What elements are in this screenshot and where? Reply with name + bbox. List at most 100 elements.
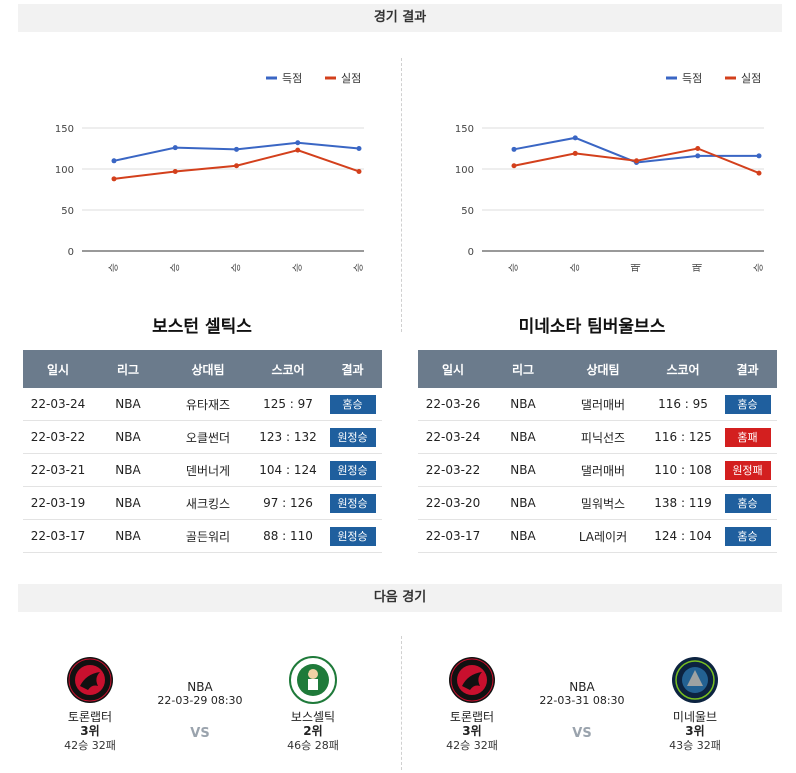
result-badge: 원정패 <box>724 460 771 480</box>
result-cell: 원정승 <box>323 486 382 520</box>
data-point[interactable] <box>695 146 701 151</box>
opponent-cell[interactable]: 오클썬더 <box>163 420 253 454</box>
league-cell: NBA <box>93 388 163 421</box>
y-tick-label: 50 <box>61 206 74 217</box>
data-point[interactable] <box>295 147 301 153</box>
x-tick-label: 승 <box>508 263 520 272</box>
next-games-divider <box>401 636 402 770</box>
result-badge: 홈승 <box>724 394 771 414</box>
data-point[interactable] <box>172 145 178 151</box>
y-tick-label: 100 <box>55 165 74 176</box>
legend-label: 득점 <box>282 72 302 85</box>
x-tick-label: 승 <box>292 263 304 272</box>
celtics-logo-icon <box>289 656 337 704</box>
column-header: 결과 <box>718 350 777 388</box>
score-cell: 124 : 104 <box>648 519 718 553</box>
result-cell: 원정승 <box>323 519 382 553</box>
next-games-section-header: 다음 경기 <box>18 584 782 612</box>
opponent-cell[interactable]: 댈러매버 <box>558 453 648 487</box>
game-league: NBA <box>569 680 595 694</box>
score-cell: 138 : 119 <box>648 486 718 520</box>
league-cell: NBA <box>93 453 163 487</box>
data-point[interactable] <box>572 150 578 156</box>
score-cell: 97 : 126 <box>253 486 323 520</box>
legend-label: 실점 <box>341 72 361 85</box>
result-cell: 홈패 <box>718 420 777 454</box>
date-cell: 22-03-26 <box>418 388 488 421</box>
home-team[interactable]: 토론랩터 3위 42승 32패 <box>45 656 135 753</box>
opponent-cell[interactable]: 새크킹스 <box>163 486 253 520</box>
data-point[interactable] <box>511 146 517 152</box>
result-cell: 홈승 <box>718 388 777 421</box>
data-point[interactable] <box>356 146 362 151</box>
data-point[interactable] <box>572 135 578 141</box>
opponent-cell[interactable]: 댈러매버 <box>558 388 648 421</box>
game-datetime: 22-03-31 08:30 <box>539 694 625 707</box>
result-cell: 원정패 <box>718 453 777 487</box>
result-badge: 원정승 <box>329 526 376 546</box>
vs-label: VS <box>572 726 592 741</box>
data-point[interactable] <box>295 140 301 146</box>
data-point[interactable] <box>234 146 239 152</box>
column-header: 리그 <box>93 350 163 388</box>
date-cell: 22-03-24 <box>418 420 488 454</box>
result-cell: 원정승 <box>323 420 382 454</box>
y-tick-label: 150 <box>455 124 474 135</box>
column-header: 리그 <box>488 350 558 388</box>
table-row: 22-03-17 NBA LA레이커 124 : 104 홈승 <box>418 519 777 553</box>
date-cell: 22-03-19 <box>23 486 93 520</box>
column-header: 일시 <box>23 350 93 388</box>
x-tick-label: 승 <box>169 263 181 272</box>
opponent-cell[interactable]: 피닉선즈 <box>558 420 648 454</box>
data-point[interactable] <box>111 158 117 164</box>
league-cell: NBA <box>93 486 163 520</box>
column-header: 스코어 <box>648 350 718 388</box>
table-row: 22-03-17 NBA 골든워리 88 : 110 원정승 <box>23 519 382 553</box>
column-header: 결과 <box>323 350 382 388</box>
data-point[interactable] <box>356 168 362 174</box>
data-point[interactable] <box>756 153 762 159</box>
table-row: 22-03-20 NBA 밀워벅스 138 : 119 홈승 <box>418 486 777 520</box>
data-point[interactable] <box>234 163 239 169</box>
data-point[interactable] <box>511 163 517 169</box>
table-header-row: 일시 리그 상대팀 스코어 결과 <box>23 350 382 388</box>
date-cell: 22-03-21 <box>23 453 93 487</box>
data-point[interactable] <box>756 170 762 176</box>
chart-legend: 득점 실점 <box>266 72 361 85</box>
result-cell: 홈승 <box>718 486 777 520</box>
score-cell: 125 : 97 <box>253 388 323 421</box>
score-cell: 88 : 110 <box>253 519 323 553</box>
data-point[interactable] <box>695 153 701 159</box>
opponent-cell[interactable]: 덴버너게 <box>163 453 253 487</box>
next-game-card[interactable]: 토론랩터 3위 42승 32패 NBA 22-03-29 08:30 VS 보스… <box>45 640 395 770</box>
data-point[interactable] <box>172 168 178 174</box>
home-team[interactable]: 토론랩터 3위 42승 32패 <box>427 656 517 753</box>
timberwolves-score-chart: 득점 실점 0 50 100 150 승 승 패 패 승 <box>455 72 765 272</box>
away-team-rank: 2위 <box>303 724 323 738</box>
score-cell: 116 : 95 <box>648 388 718 421</box>
home-team-rank: 3위 <box>80 724 100 738</box>
results-section-header: 경기 결과 <box>18 4 782 32</box>
result-badge: 홈승 <box>724 493 771 513</box>
date-cell: 22-03-20 <box>418 486 488 520</box>
data-point[interactable] <box>634 158 639 164</box>
opponent-cell[interactable]: 골든워리 <box>163 519 253 553</box>
score-cell: 123 : 132 <box>253 420 323 454</box>
away-team[interactable]: 미네울브 3위 43승 32패 <box>650 656 740 753</box>
next-game-card[interactable]: 토론랩터 3위 42승 32패 NBA 22-03-31 08:30 VS 미네… <box>427 640 777 770</box>
home-team-rank: 3위 <box>462 724 482 738</box>
team-title-celtics: 보스턴 셀틱스 <box>152 317 252 337</box>
opponent-cell[interactable]: 밀워벅스 <box>558 486 648 520</box>
result-cell: 홈승 <box>323 388 382 421</box>
result-badge: 홈패 <box>724 427 771 447</box>
y-tick-label: 0 <box>468 247 474 258</box>
data-point[interactable] <box>111 176 117 182</box>
league-cell: NBA <box>93 420 163 454</box>
result-cell: 홈승 <box>718 519 777 553</box>
opponent-cell[interactable]: LA레이커 <box>558 519 648 553</box>
timberwolves-logo-icon <box>672 657 718 703</box>
league-cell: NBA <box>488 519 558 553</box>
opponent-cell[interactable]: 유타재즈 <box>163 388 253 421</box>
result-badge: 원정승 <box>329 427 376 447</box>
away-team[interactable]: 보스셀틱 2위 46승 28패 <box>268 656 358 753</box>
